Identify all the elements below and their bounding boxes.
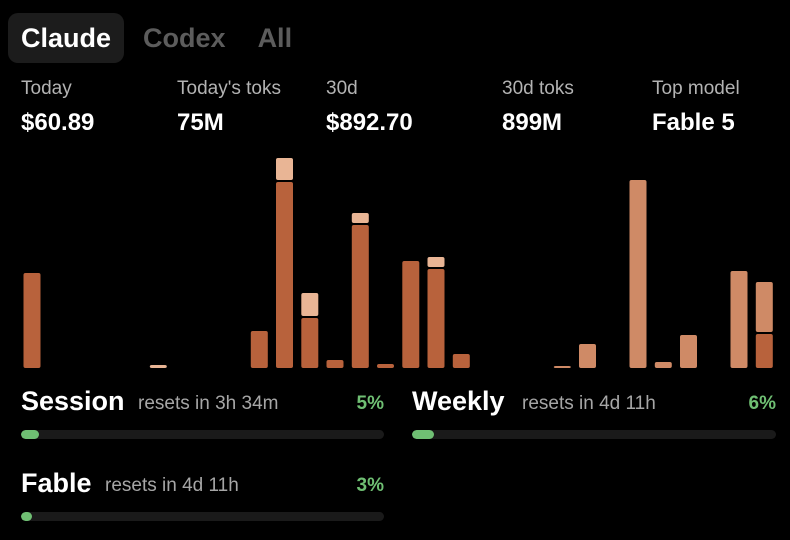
usage-progress-track — [21, 512, 384, 521]
bar-day-17-segment-3 — [427, 257, 445, 267]
usage-name: Weekly — [412, 386, 505, 416]
stat-top-model: Top model Fable 5 — [652, 77, 740, 138]
usage-progress-track — [412, 430, 776, 439]
usage-progress-fill — [21, 512, 32, 521]
stat-30d-cost: 30d $892.70 — [326, 77, 413, 138]
bar-day-17-segment-1 — [427, 269, 445, 368]
usage-progress-fill — [21, 430, 40, 439]
usage-progress-fill — [412, 430, 434, 439]
bar-day-13-segment-1 — [326, 360, 344, 368]
stat-label: 30d toks — [502, 78, 574, 99]
bar-day-22-segment-2 — [553, 366, 571, 368]
bar-day-1-segment-1 — [23, 273, 41, 368]
bar-day-29-segment-2 — [730, 271, 748, 368]
bar-day-30-segment-2 — [755, 282, 773, 332]
stat-30d-tokens: 30d toks 899M — [502, 77, 574, 138]
bar-day-12-segment-3 — [301, 293, 319, 316]
tab-codex[interactable]: Codex — [143, 23, 226, 53]
stat-today: Today $60.89 — [21, 77, 94, 138]
stat-value: 75M — [177, 109, 224, 136]
stat-value: Fable 5 — [652, 109, 735, 136]
bar-day-27-segment-2 — [680, 335, 697, 368]
bar-day-14-segment-1 — [351, 225, 369, 368]
bar-day-15-segment-1 — [377, 364, 394, 368]
usage-reset-text: resets in 3h 34m — [138, 393, 279, 414]
stat-value: 899M — [502, 109, 563, 136]
usage-reset-text: resets in 4d 11h — [105, 475, 239, 496]
usage-progress-track — [21, 430, 384, 439]
stat-label: Today's toks — [177, 78, 281, 99]
tab-claude[interactable]: Claude — [8, 13, 125, 63]
usage-percent: 5% — [356, 393, 384, 414]
usage-name: Fable — [21, 468, 92, 498]
bar-day-11-segment-3 — [276, 158, 293, 180]
bar-day-12-segment-1 — [301, 318, 319, 368]
usage-percent: 6% — [748, 393, 776, 414]
bar-day-16-segment-1 — [402, 261, 420, 368]
stat-label: Today — [21, 78, 72, 99]
stat-value: $892.70 — [326, 109, 413, 136]
stat-today-tokens: Today's toks 75M — [177, 77, 281, 138]
stat-label: Top model — [652, 78, 740, 99]
bar-day-25-segment-2 — [629, 180, 647, 368]
stat-label: 30d — [326, 78, 358, 99]
usage-fable: Fable resets in 4d 11h 3% — [21, 466, 384, 522]
usage-reset-text: resets in 4d 11h — [522, 393, 656, 414]
bar-day-18-segment-1 — [452, 354, 470, 368]
bar-day-30-segment-1 — [755, 334, 773, 368]
usage-session: Session resets in 3h 34m 5% — [21, 384, 384, 440]
stat-value: $60.89 — [21, 109, 95, 136]
bar-day-23-segment-2 — [579, 344, 596, 368]
usage-weekly: Weekly resets in 4d 11h 6% — [412, 384, 776, 440]
usage-name: Session — [21, 386, 125, 416]
tab-all[interactable]: All — [257, 23, 293, 53]
bar-day-11-segment-1 — [276, 182, 293, 368]
provider-tabs: Claude Codex All — [8, 13, 305, 63]
daily-usage-chart — [23, 158, 773, 368]
bar-day-10-segment-1 — [250, 331, 268, 368]
bar-day-6-segment-3 — [149, 365, 167, 368]
bar-day-14-segment-3 — [351, 213, 369, 223]
bar-day-26-segment-2 — [654, 362, 672, 368]
usage-percent: 3% — [356, 475, 384, 496]
